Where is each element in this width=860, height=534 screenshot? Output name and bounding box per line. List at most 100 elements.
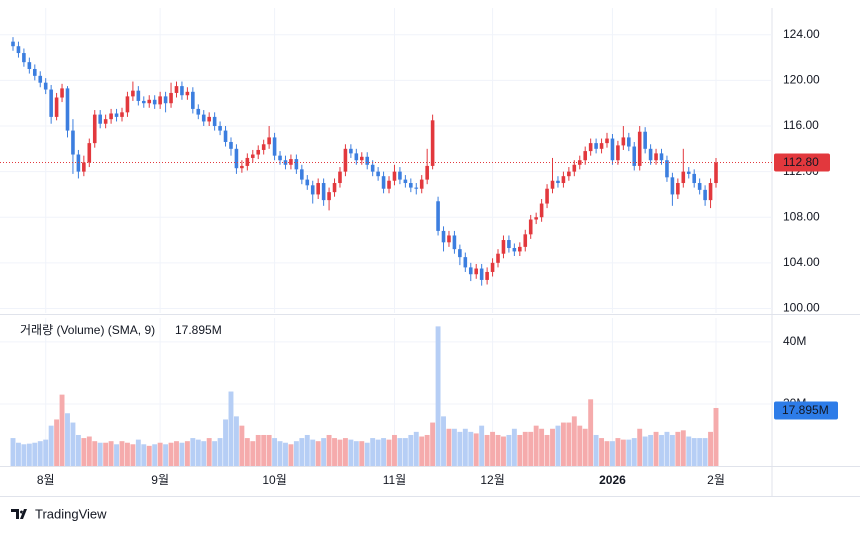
volume-bar	[560, 422, 566, 466]
volume-bar	[21, 444, 27, 466]
candle-body	[697, 183, 702, 190]
overlay: 112.80 17.895M	[0, 153, 838, 420]
volume-bar	[386, 439, 392, 466]
volume-bar	[299, 438, 305, 466]
candle-body	[43, 82, 48, 90]
logo-icon	[11, 509, 27, 519]
candle-body	[490, 262, 495, 272]
volume-bar	[75, 434, 81, 466]
volume-bar	[397, 438, 403, 466]
candle-body	[556, 180, 560, 184]
candle-body	[550, 180, 555, 189]
candle-body	[321, 183, 326, 201]
volume-bar	[364, 442, 370, 466]
candle-body	[409, 183, 413, 188]
volume-bar	[419, 436, 425, 466]
volume-bar	[642, 436, 648, 466]
candle-body	[229, 141, 233, 149]
volume-bar	[593, 434, 599, 466]
volume-bar	[135, 439, 141, 466]
volume-bar	[544, 434, 550, 466]
volume-bar	[506, 434, 512, 466]
candle-body	[332, 183, 337, 193]
candle-body	[141, 100, 146, 104]
volume-bar	[206, 438, 212, 466]
candle-body	[381, 176, 386, 189]
volume-bar	[304, 434, 310, 466]
volume-bar	[310, 439, 316, 466]
candle-body	[474, 268, 479, 275]
x-tick-label: 2026	[599, 473, 626, 487]
candle-body	[528, 219, 533, 235]
candle-body	[71, 130, 75, 155]
volume-bar	[179, 442, 185, 466]
volume-bar	[239, 425, 245, 466]
volume-bar	[59, 394, 65, 466]
volume-bar	[468, 431, 474, 466]
logo: TradingView	[11, 506, 107, 521]
volume-bar	[92, 441, 98, 466]
volume-bar	[15, 442, 21, 466]
volume-bar	[103, 442, 109, 466]
volume-bar	[441, 416, 446, 466]
candle-body	[403, 179, 408, 184]
volume-bar	[462, 428, 468, 466]
candle-body	[11, 41, 15, 47]
volume-bar	[511, 428, 517, 466]
candle-body	[621, 137, 626, 146]
candle-body	[65, 88, 70, 131]
candle-body	[692, 173, 697, 184]
y-tick-label: 100.00	[783, 301, 820, 315]
candle-body	[430, 120, 435, 166]
volume-bar	[484, 434, 490, 466]
candle-body	[163, 96, 168, 104]
candle-body	[212, 116, 217, 127]
volume-bar	[653, 431, 659, 466]
candle-body	[82, 162, 86, 172]
volume-bar	[599, 438, 605, 466]
volume-bar	[212, 441, 218, 466]
volume-bar	[228, 391, 234, 466]
candle-body	[147, 99, 152, 104]
volume-bar	[446, 428, 452, 466]
volume-sma-box	[774, 401, 838, 420]
volume-bar	[451, 428, 457, 466]
candle-body	[567, 171, 571, 177]
volume-bar	[539, 428, 545, 466]
volume-bar	[43, 439, 49, 466]
volume-bar	[37, 441, 43, 466]
candle-body	[256, 149, 261, 155]
candle-body	[708, 183, 713, 201]
volume-bar	[517, 434, 523, 466]
volume-bar	[669, 434, 675, 466]
volume-bar	[70, 422, 76, 466]
volume-bar	[435, 326, 441, 466]
volume-bar	[315, 441, 321, 466]
candle-body	[174, 86, 179, 93]
volume-bar	[97, 442, 103, 466]
y-tick-label: 116.00	[783, 118, 819, 132]
volume-bar	[610, 441, 615, 466]
candle-body	[32, 69, 37, 76]
candle-body	[479, 268, 484, 280]
volume-bar	[691, 438, 697, 466]
volume-bar	[664, 431, 670, 466]
candle-body	[338, 171, 342, 184]
candle-body	[60, 88, 64, 98]
volume-title: 거래량 (Volume) (SMA, 9)	[20, 323, 155, 337]
candle-body	[207, 116, 211, 122]
volume-bar	[375, 439, 381, 466]
volume-bar	[648, 434, 654, 466]
volume-bar	[533, 425, 539, 466]
candle-body	[501, 240, 506, 254]
candle-body	[76, 154, 81, 172]
candle-body	[376, 171, 380, 177]
volume-bar	[250, 441, 256, 466]
candle-body	[414, 187, 419, 189]
candle-body	[714, 162, 718, 184]
candle-body	[272, 137, 277, 156]
candle-body	[654, 153, 658, 161]
volume-bar	[392, 434, 397, 466]
volume-bar	[261, 434, 267, 466]
volume-bar	[184, 441, 190, 466]
